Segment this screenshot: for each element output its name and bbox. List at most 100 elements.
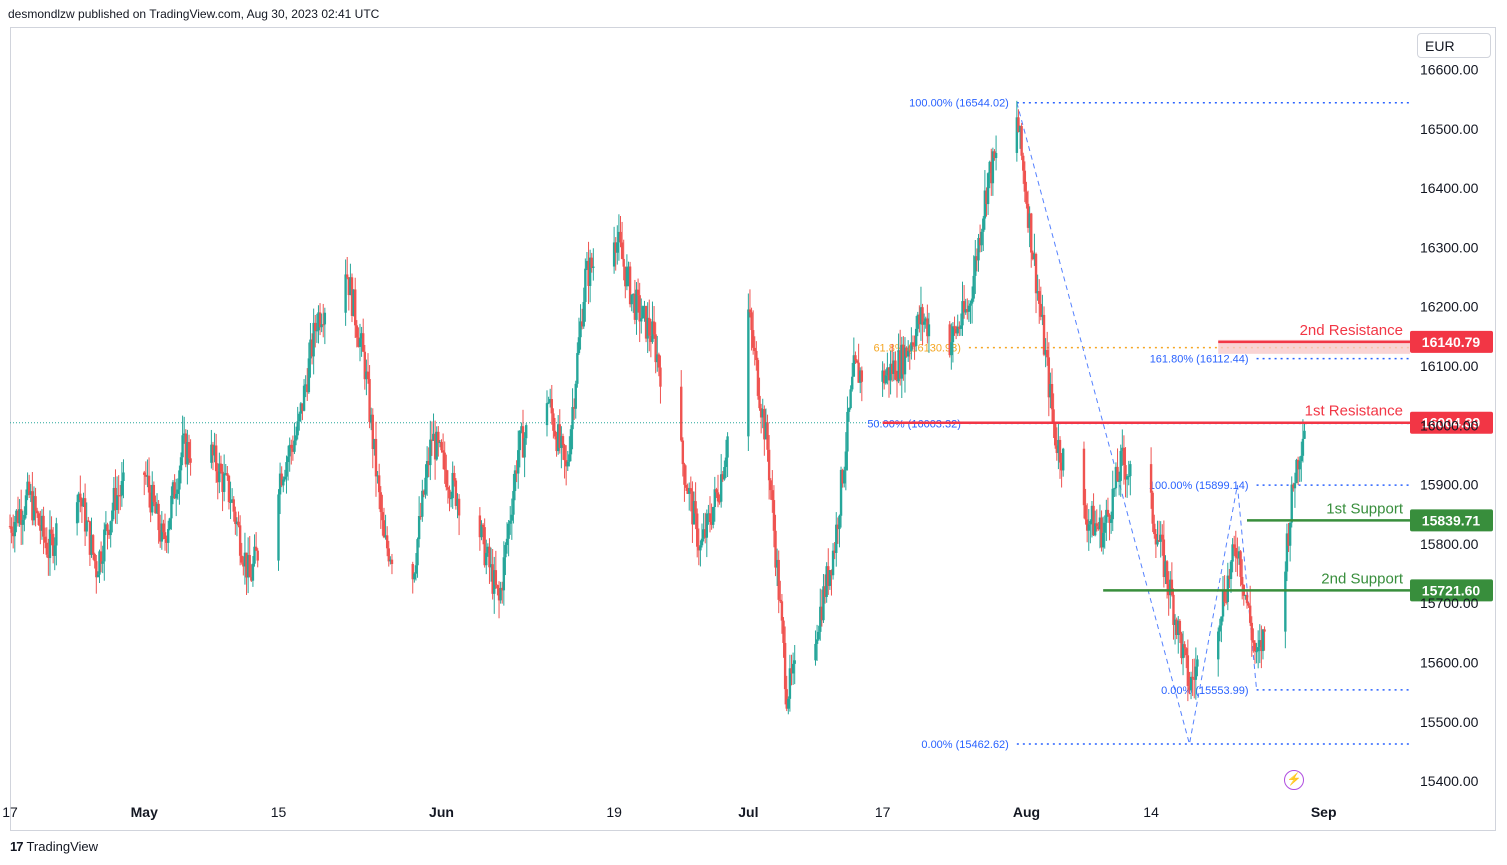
candle-body bbox=[510, 514, 514, 521]
candle-body bbox=[283, 476, 287, 480]
candle-body bbox=[854, 355, 857, 361]
candle-body bbox=[719, 474, 723, 502]
candle-body bbox=[515, 470, 518, 474]
lightning-icon[interactable]: ⚡ bbox=[1284, 770, 1304, 790]
time-tick-label: Jul bbox=[738, 804, 758, 820]
candle-body bbox=[967, 305, 971, 312]
candle-body bbox=[1042, 314, 1046, 355]
candle-body bbox=[636, 289, 640, 296]
candle-body bbox=[430, 439, 434, 441]
candle-body bbox=[833, 550, 836, 553]
candle-body bbox=[154, 502, 157, 514]
candle-body bbox=[478, 515, 482, 538]
candle-body bbox=[143, 472, 146, 475]
candle-body bbox=[422, 490, 426, 495]
candle-body bbox=[256, 550, 259, 561]
price-tick-label: 15400.00 bbox=[1420, 773, 1479, 789]
candle-body bbox=[889, 363, 892, 381]
candle-body bbox=[1106, 509, 1110, 515]
candle-body bbox=[229, 501, 232, 503]
candle-body bbox=[747, 309, 750, 437]
price-tick-label: 16600.00 bbox=[1420, 62, 1479, 78]
candle-body bbox=[382, 520, 386, 538]
candle-body bbox=[385, 535, 389, 549]
candle-body bbox=[612, 242, 616, 267]
candle-body bbox=[1169, 579, 1172, 596]
level-price-tag bbox=[1410, 579, 1493, 602]
candle-body bbox=[352, 289, 355, 316]
candle-body bbox=[384, 535, 387, 538]
candle-body bbox=[1223, 589, 1226, 602]
candle-body bbox=[970, 298, 974, 304]
candle-body bbox=[104, 524, 108, 530]
candle-body bbox=[411, 564, 414, 580]
candle-body bbox=[114, 487, 117, 510]
candle-body bbox=[651, 321, 654, 342]
candle-body bbox=[579, 321, 582, 338]
candle-body bbox=[90, 535, 93, 555]
candle-body bbox=[1050, 384, 1054, 410]
candle-body bbox=[162, 523, 165, 533]
candle-body bbox=[235, 521, 239, 525]
candle-body bbox=[1194, 666, 1198, 680]
candle-body bbox=[830, 570, 833, 576]
candle-body bbox=[577, 337, 581, 354]
candle-body bbox=[1026, 203, 1030, 228]
candle-body bbox=[381, 512, 384, 521]
candle-body bbox=[1228, 575, 1231, 579]
price-tick-label: 16100.00 bbox=[1420, 358, 1479, 374]
candle-body bbox=[641, 306, 645, 319]
candle-body bbox=[822, 586, 825, 621]
candle-body bbox=[481, 524, 485, 528]
candle-body bbox=[291, 448, 295, 452]
candle-body bbox=[556, 424, 560, 452]
candle-body bbox=[715, 489, 718, 493]
candle-body bbox=[517, 450, 520, 474]
candle-body bbox=[708, 513, 712, 523]
candle-body bbox=[713, 489, 716, 508]
candle-body bbox=[494, 570, 498, 586]
candle-body bbox=[507, 523, 510, 539]
fib-level-label: 100.00% (15899.14) bbox=[1149, 480, 1249, 492]
candle-body bbox=[315, 330, 319, 332]
tradingview-logo-icon[interactable]: 17 bbox=[10, 839, 24, 854]
candle-body bbox=[214, 445, 218, 472]
candle-body bbox=[1060, 462, 1063, 471]
price-tick-label: 15800.00 bbox=[1420, 536, 1479, 552]
candle-body bbox=[844, 451, 848, 471]
candle-body bbox=[379, 492, 382, 513]
candle-body bbox=[748, 309, 752, 313]
level-label: 2nd Resistance bbox=[1300, 322, 1403, 339]
candle-body bbox=[649, 335, 653, 342]
candle-body bbox=[499, 587, 502, 601]
candle-body bbox=[39, 524, 42, 531]
candle-body bbox=[245, 552, 248, 578]
candle-body bbox=[1039, 303, 1043, 317]
level-price-text: 15839.71 bbox=[1422, 512, 1481, 528]
candle-body bbox=[547, 402, 550, 404]
candle-body bbox=[1022, 155, 1025, 171]
candle-body bbox=[718, 501, 721, 503]
candle-body bbox=[836, 524, 840, 530]
candle-body bbox=[1127, 476, 1130, 478]
candle-body bbox=[80, 500, 84, 507]
candle-body bbox=[974, 256, 977, 276]
candle-body bbox=[627, 266, 630, 268]
candle-body bbox=[374, 438, 378, 477]
candle-body bbox=[224, 473, 227, 475]
candle-body bbox=[986, 173, 990, 205]
candle-body bbox=[980, 231, 983, 246]
candle-body bbox=[769, 480, 772, 491]
candle-body bbox=[825, 566, 828, 597]
candle-body bbox=[630, 294, 633, 305]
candle-body bbox=[1093, 523, 1097, 536]
candle-body bbox=[764, 422, 768, 440]
candle-body bbox=[1252, 640, 1255, 643]
candle-body bbox=[1098, 517, 1102, 530]
candle-body bbox=[111, 510, 114, 522]
price-tick-label: 16200.00 bbox=[1420, 299, 1479, 315]
currency-selector[interactable]: EUR bbox=[1417, 33, 1491, 58]
candle-body bbox=[1038, 291, 1041, 304]
candle-body bbox=[366, 371, 370, 380]
